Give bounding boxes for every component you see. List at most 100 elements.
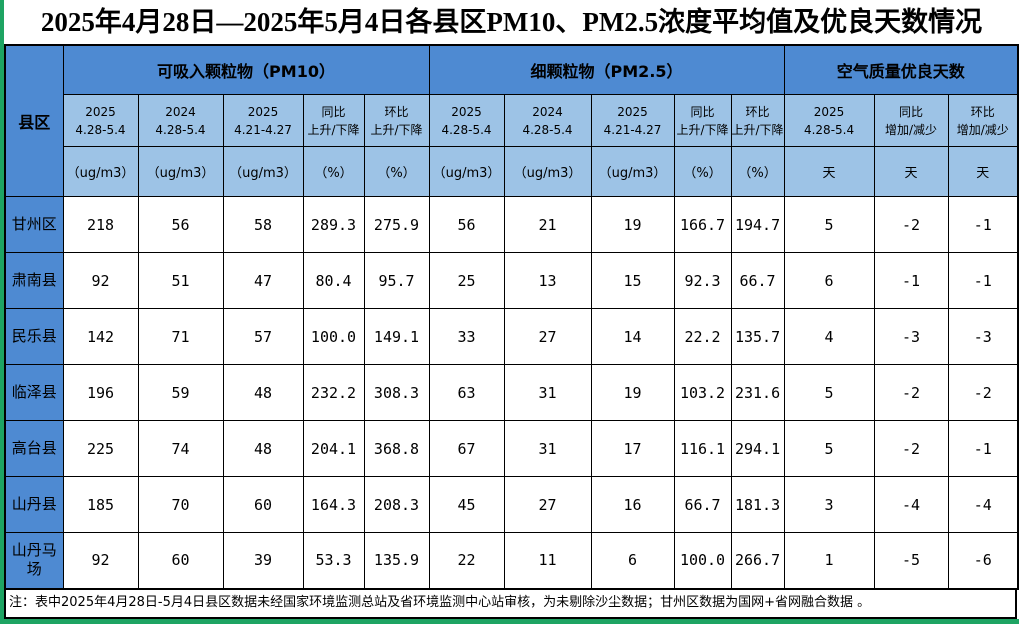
unit-header: （ug/m3） [62, 146, 139, 197]
unit-header: 天 [947, 146, 1019, 197]
row-header-county: 民乐县 [4, 308, 64, 365]
table-cell: 70 [137, 476, 224, 533]
table-cell: -1 [947, 420, 1019, 477]
table-cell: 164.3 [302, 476, 365, 533]
table-cell: 16 [590, 476, 675, 533]
table-cell: 5 [783, 420, 875, 477]
table-cell: 56 [137, 196, 224, 253]
table-cell: 66.7 [673, 476, 732, 533]
table-cell: 116.1 [673, 420, 732, 477]
table-cell: 11 [503, 532, 592, 589]
table-cell: 33 [428, 308, 505, 365]
sub-header: 环比 增加/减少 [947, 94, 1019, 147]
table-cell: 103.2 [673, 364, 732, 421]
pm-concentration-table: 县区 可吸入颗粒物（PM10） 细颗粒物（PM2.5） 空气质量优良天数 202… [4, 44, 1019, 590]
table-cell: 232.2 [302, 364, 365, 421]
group-header-pm25: 细颗粒物（PM2.5） [428, 44, 785, 95]
table-row: 民乐县 142 71 57 100.0 149.1 33 27 14 22.2 135.7 4 -3 -3 [4, 308, 1019, 365]
table-cell: -2 [873, 196, 949, 253]
group-header-good-days: 空气质量优良天数 [783, 44, 1019, 95]
table-cell: 67 [428, 420, 505, 477]
table-cell: 66.7 [730, 252, 785, 309]
table-cell: 3 [783, 476, 875, 533]
table-cell: 4 [783, 308, 875, 365]
table-cell: -1 [947, 252, 1019, 309]
table-cell: 166.7 [673, 196, 732, 253]
table-cell: -2 [947, 364, 1019, 421]
table-cell: 196 [62, 364, 139, 421]
table-cell: 368.8 [363, 420, 430, 477]
table-row: 山丹马场 92 60 39 53.3 135.9 22 11 6 100.0 266.7 1 -5 -6 [4, 532, 1019, 589]
table-cell: 194.7 [730, 196, 785, 253]
table-cell: 5 [783, 196, 875, 253]
table-cell: 92 [62, 532, 139, 589]
table-cell: 100.0 [302, 308, 365, 365]
table-cell: 294.1 [730, 420, 785, 477]
table-cell: 59 [137, 364, 224, 421]
table-cell: 27 [503, 308, 592, 365]
left-edge-strip [0, 0, 4, 624]
table-row: 临泽县 196 59 48 232.2 308.3 63 31 19 103.2 231.6 5 -2-… [4, 364, 1019, 421]
table-cell: 60 [222, 476, 304, 533]
table-cell: 19 [590, 364, 675, 421]
unit-header-row: （ug/m3） （ug/m3） （ug/m3） （%） （%） （ug/m3） … [5, 146, 1019, 197]
table-cell: 80.4 [302, 252, 365, 309]
table-cell: 14 [590, 308, 675, 365]
table-cell: -6 [947, 532, 1019, 589]
table-cell: 149.1 [363, 308, 430, 365]
unit-header: （ug/m3） [503, 146, 592, 197]
sub-header: 2024 4.28-5.4 [137, 94, 224, 147]
table-cell: 204.1 [302, 420, 365, 477]
table-cell: 19 [590, 196, 675, 253]
table-cell: 48 [222, 420, 304, 477]
table-cell: 74 [137, 420, 224, 477]
unit-header: 天 [873, 146, 949, 197]
table-cell: -2 [873, 420, 949, 477]
table-cell: -3 [873, 308, 949, 365]
table-cell: 92.3 [673, 252, 732, 309]
unit-header: （ug/m3） [590, 146, 675, 197]
table-cell: 289.3 [302, 196, 365, 253]
group-header-pm10: 可吸入颗粒物（PM10） [62, 44, 430, 95]
table-cell: 48 [222, 364, 304, 421]
unit-header: （%） [730, 146, 785, 197]
row-header-county: 山丹马场 [4, 532, 64, 589]
table-cell: 95.7 [363, 252, 430, 309]
table-row: 肃南县 92 51 47 80.4 95.7 25 13 15 92.3 66.7 6 -1 -1 [4, 252, 1019, 309]
table-cell: -3 [947, 308, 1019, 365]
footnote: 注：表中2025年4月28日-5月4日县区数据未经国家环境监测总站及省环境监测中… [4, 589, 1017, 619]
row-header-county: 山丹县 [4, 476, 64, 533]
table-cell: -1 [873, 252, 949, 309]
row-header-county: 甘州区 [4, 196, 64, 253]
table-cell: 15 [590, 252, 675, 309]
sub-header: 2025 4.28-5.4 [62, 94, 139, 147]
unit-header: （%） [363, 146, 430, 197]
sub-header: 2025 4.21-4.27 [590, 94, 675, 147]
sub-header-row: 2025 4.28-5.4 2024 4.28-5.4 2025 4.21-4.… [5, 94, 1019, 147]
row-header-county: 临泽县 [4, 364, 64, 421]
table-cell: 56 [428, 196, 505, 253]
table-cell: 53.3 [302, 532, 365, 589]
unit-header: （ug/m3） [428, 146, 505, 197]
table-header: 县区 可吸入颗粒物（PM10） 细颗粒物（PM2.5） 空气质量优良天数 202… [4, 44, 1019, 197]
table-cell: 5 [783, 364, 875, 421]
table-cell: 1 [783, 532, 875, 589]
table-cell: 58 [222, 196, 304, 253]
page-title: 2025年4月28日—2025年5月4日各县区PM10、PM2.5浓度平均值及优… [40, 7, 983, 37]
table-cell: 231.6 [730, 364, 785, 421]
unit-header: （ug/m3） [137, 146, 224, 197]
sub-header: 同比 增加/减少 [873, 94, 949, 147]
table-cell: 185 [62, 476, 139, 533]
table-cell: 25 [428, 252, 505, 309]
table-cell: 22.2 [673, 308, 732, 365]
table-cell: 100.0 [673, 532, 732, 589]
table-cell: 225 [62, 420, 139, 477]
table-cell: 39 [222, 532, 304, 589]
table-cell: -4 [947, 476, 1019, 533]
table-cell: 17 [590, 420, 675, 477]
table-cell: 13 [503, 252, 592, 309]
sub-header: 2025 4.28-5.4 [783, 94, 875, 147]
unit-header: （ug/m3） [222, 146, 304, 197]
table-cell: 308.3 [363, 364, 430, 421]
table-cell: 208.3 [363, 476, 430, 533]
